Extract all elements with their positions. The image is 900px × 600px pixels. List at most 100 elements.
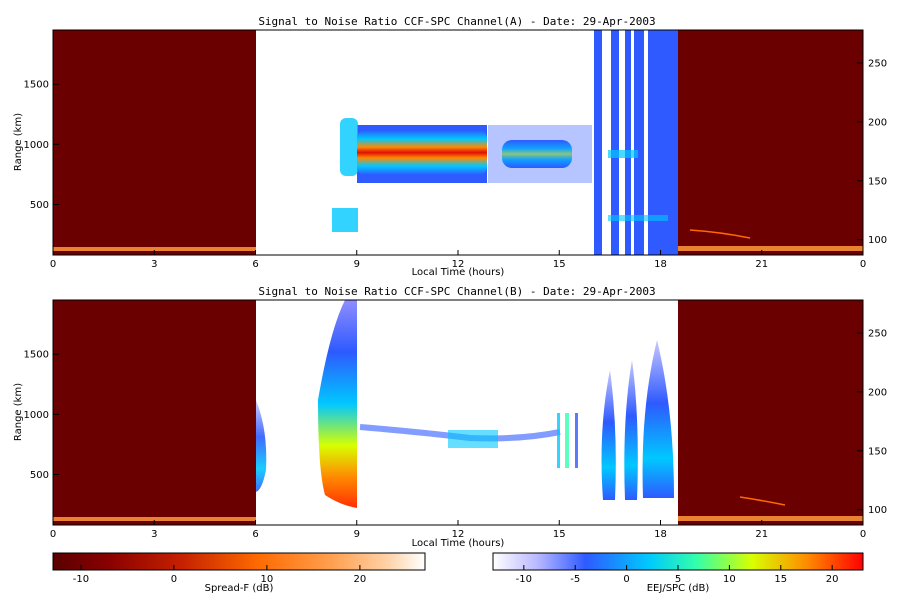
panel-a-y-tick-label: 1500 xyxy=(24,80,49,91)
panel-b-x-tick-label: 0 xyxy=(50,529,56,540)
panel-b-x-tick-label: 9 xyxy=(354,529,360,540)
panel-a-low-band-right xyxy=(678,246,863,251)
panel-a-x-tick-label: 21 xyxy=(755,259,768,270)
panel-b-y2-tick-label: 100 xyxy=(868,505,887,516)
panel-a-plot xyxy=(52,29,864,256)
panel-b-band-1 xyxy=(557,413,560,468)
panel-b-y-tick-label: 1000 xyxy=(24,410,49,421)
colorbar-eej-tick-label: -5 xyxy=(570,574,580,585)
colorbar-eej-label: EEJ/SPC (dB) xyxy=(647,583,710,594)
panel-a-title: Signal to Noise Ratio CCF-SPC Channel(A)… xyxy=(258,15,655,28)
panel-a-y2-tick-label: 200 xyxy=(868,117,887,128)
panel-a-y-tick-label: 500 xyxy=(30,200,49,211)
panel-b-y-tick-label: 1500 xyxy=(24,350,49,361)
panel-a-trace-streak xyxy=(689,229,751,239)
panel-b-y-ticks: 500 1000 1500 xyxy=(24,350,59,481)
panel-a-y-tick-label: 1000 xyxy=(24,140,49,151)
colorbar-spread-f-tick-label: 0 xyxy=(171,574,177,585)
panel-a-x-tick-label: 0 xyxy=(50,259,56,270)
panel-b-low-band-right xyxy=(678,516,863,521)
panel-a-x-ticks: 0 3 6 9 12 15 18 21 0 xyxy=(50,250,866,270)
panel-b-x-tick-label: 18 xyxy=(654,529,667,540)
panel-a-band-1 xyxy=(594,30,602,255)
panel-b-eej-patch xyxy=(448,430,498,448)
panel-a-eej-low xyxy=(332,208,358,232)
colorbar-spread-f: -10 0 10 20 Spread-F (dB) xyxy=(52,552,426,594)
panel-a-y2-tick-label: 250 xyxy=(868,58,887,69)
colorbar-spread-f-label: Spread-F (dB) xyxy=(205,583,274,594)
panel-b-y2-tick-label: 150 xyxy=(868,446,887,457)
panel-b-x-tick-label: 0 xyxy=(860,529,866,540)
panel-a-x-tick-label: 15 xyxy=(553,259,566,270)
colorbar-eej-ticks: -10 -5 0 5 10 15 20 xyxy=(516,565,839,585)
panel-b-band-3 xyxy=(575,413,578,468)
colorbar-spread-f-ticks: -10 0 10 20 xyxy=(73,565,367,585)
colorbar-eej-tick-label: 20 xyxy=(826,574,839,585)
panel-b-plume-main xyxy=(318,300,357,508)
panel-b-y2-tick-label: 250 xyxy=(868,328,887,339)
panel-b-x-ticks: 0 3 6 9 12 15 18 21 0 xyxy=(50,520,866,540)
panel-a-y-ticks: 500 1000 1500 xyxy=(24,80,59,211)
panel-a-x-tick-label: 18 xyxy=(654,259,667,270)
panel-a-band-5 xyxy=(648,30,678,255)
colorbar-eej-tick-label: 10 xyxy=(723,574,736,585)
panel-a-xlabel: Local Time (hours) xyxy=(412,267,505,278)
panel-b-plume-evening-1 xyxy=(601,370,616,500)
panel-a-eej-edge xyxy=(340,118,358,176)
panel-b-plume-dawn xyxy=(256,400,267,492)
panel-a-patch-lower xyxy=(608,215,668,221)
colorbar-spread-f-tick-label: -10 xyxy=(73,574,89,585)
panel-b-xlabel: Local Time (hours) xyxy=(412,538,505,549)
panel-a-axes: 0 3 6 9 12 15 18 21 0 Local Time (hours) Range (… xyxy=(13,58,887,278)
panel-b-plume-evening-2 xyxy=(624,360,638,500)
panel-a-night-left xyxy=(53,30,256,255)
panel-b-x-tick-label: 21 xyxy=(755,529,768,540)
panel-b-x-tick-label: 12 xyxy=(452,529,465,540)
panel-b-y2-tick-label: 200 xyxy=(868,387,887,398)
panel-a-vertical-bands-zone xyxy=(488,125,592,183)
colorbar-spread-f-gradient xyxy=(52,552,426,571)
panel-a-band-2 xyxy=(611,30,619,255)
colorbar-spread-f-tick-label: 10 xyxy=(261,574,274,585)
panel-a-ylabel: Range (km) xyxy=(13,113,24,171)
colorbar-spread-f-tick-label: 20 xyxy=(354,574,367,585)
panel-a-x-tick-label: 6 xyxy=(252,259,258,270)
panel-a: Signal to Noise Ratio CCF-SPC Channel(A)… xyxy=(13,15,887,278)
colorbar-eej-tick-label: 0 xyxy=(623,574,629,585)
panel-a-y2-tick-label: 150 xyxy=(868,176,887,187)
panel-b-axes: 0 3 6 9 12 15 18 21 0 Local Time (hours) Range (… xyxy=(13,328,887,549)
panel-a-y2-ticks: 100 150 200 250 xyxy=(857,58,887,246)
panel-b-band-2 xyxy=(565,413,569,468)
panel-b-ylabel: Range (km) xyxy=(13,383,24,441)
panel-b: Signal to Noise Ratio CCF-SPC Channel(B)… xyxy=(13,285,887,549)
colorbar-eej-tick-label: 5 xyxy=(675,574,681,585)
panel-b-plume-evening-3 xyxy=(642,340,674,498)
panel-a-x-tick-label: 3 xyxy=(151,259,157,270)
panel-a-x-tick-label: 0 xyxy=(860,259,866,270)
panel-a-eej-core xyxy=(357,130,487,175)
panel-a-night-right xyxy=(678,30,863,255)
panel-a-x-tick-label: 12 xyxy=(452,259,465,270)
panel-a-band-4 xyxy=(634,30,644,255)
panel-b-x-tick-label: 6 xyxy=(252,529,258,540)
colorbar-eej-tick-label: 15 xyxy=(774,574,787,585)
panel-a-band-3 xyxy=(625,30,631,255)
panel-a-x-tick-label: 9 xyxy=(354,259,360,270)
panel-b-title: Signal to Noise Ratio CCF-SPC Channel(B)… xyxy=(258,285,655,298)
panel-a-y2-tick-label: 100 xyxy=(868,235,887,246)
colorbar-eej: -10 -5 0 5 10 15 20 EEJ/SPC (dB) xyxy=(492,552,864,594)
panel-b-low-band-left xyxy=(53,517,256,521)
panel-b-x-tick-label: 15 xyxy=(553,529,566,540)
colorbar-eej-tick-label: -10 xyxy=(516,574,532,585)
panel-b-y2-ticks: 100 150 200 250 xyxy=(857,328,887,516)
panel-b-plot xyxy=(52,299,864,526)
panel-a-eej-secondary xyxy=(502,140,572,168)
panel-b-night-left xyxy=(53,300,256,525)
panel-b-echoes xyxy=(256,300,674,508)
panel-b-trace-streak xyxy=(739,496,786,506)
panel-b-night-right xyxy=(678,300,863,525)
panel-b-y-tick-label: 500 xyxy=(30,470,49,481)
panel-a-patch-upper xyxy=(608,150,638,158)
panel-a-eej-region xyxy=(332,30,678,255)
